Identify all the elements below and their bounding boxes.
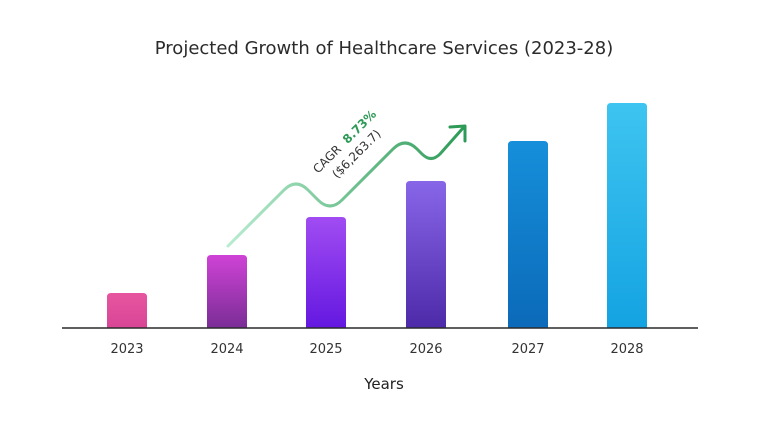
chart-title: Projected Growth of Healthcare Services …	[155, 38, 613, 59]
x-tick-label-2024: 2024	[210, 342, 243, 357]
bar-2025	[306, 217, 346, 328]
x-tick-label-2027: 2027	[511, 342, 544, 357]
cagr-trend-arrow	[226, 126, 465, 248]
bar-2028	[607, 103, 647, 328]
x-tick-label-2026: 2026	[409, 342, 442, 357]
x-axis-label: Years	[363, 375, 404, 393]
cagr-annotation: CAGR 8.73% ($6,263.7)	[310, 107, 383, 181]
bars-group	[107, 103, 647, 328]
bar-2027	[508, 141, 548, 328]
bar-2024	[207, 255, 247, 328]
trend-arrow-head	[448, 124, 467, 143]
x-tick-label-2025: 2025	[309, 342, 342, 357]
x-tick-labels: 2023 2024 2025 2026 2027 2028	[110, 342, 643, 357]
bar-2023	[107, 293, 147, 328]
x-tick-label-2023: 2023	[110, 342, 143, 357]
bar-2026	[406, 181, 446, 328]
x-tick-label-2028: 2028	[610, 342, 643, 357]
